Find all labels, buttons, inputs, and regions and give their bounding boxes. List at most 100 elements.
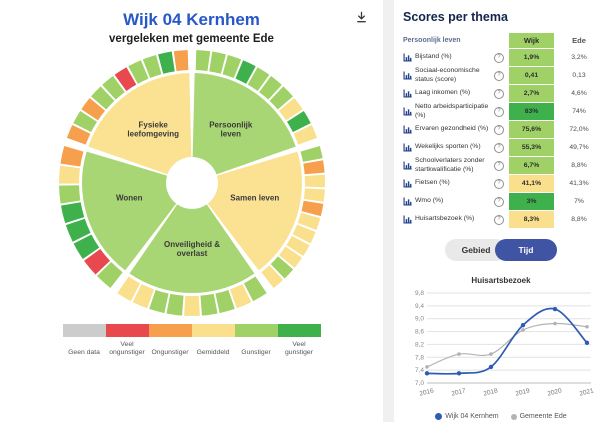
legend-label: Veel ongunstiger <box>109 340 145 356</box>
wijk-value-cell: 55,3% <box>509 139 554 156</box>
wheel-ring-segment[interactable] <box>300 200 323 217</box>
wheel-ring-segment[interactable] <box>300 146 323 162</box>
wheel-ring-segment[interactable] <box>60 202 84 224</box>
tijd-button[interactable]: Tijd <box>495 239 557 261</box>
wheel-ring-segment[interactable] <box>278 98 303 121</box>
wheel-ring-segment[interactable] <box>165 293 184 316</box>
bar-chart-icon <box>403 107 412 116</box>
page-title: Wijk 04 Kernhem <box>123 10 260 29</box>
wheel-ring-segment[interactable] <box>286 110 311 133</box>
x-tick-label: 2018 <box>483 387 499 397</box>
bar-chart-icon <box>403 125 412 134</box>
wheel-ring-segment[interactable] <box>83 249 110 275</box>
wheel-ring-segment[interactable] <box>269 86 293 110</box>
wheel-ring-segment[interactable] <box>222 54 241 79</box>
wheel-ring-segment[interactable] <box>173 50 188 72</box>
gebied-button[interactable]: Gebied <box>445 239 507 261</box>
legend-swatch <box>105 324 149 337</box>
wheel-ring-segment[interactable] <box>80 98 105 121</box>
wheel-ring-segment[interactable] <box>73 234 99 260</box>
theme-header: Persoonlijk leven <box>403 37 461 44</box>
info-icon[interactable]: ? <box>494 70 504 81</box>
indicator-name: Sociaal-economische status (score) <box>415 67 480 83</box>
wijk-value-cell: 0,41 <box>509 67 554 84</box>
wheel-sector-label: Wonen <box>115 193 142 202</box>
wheel-ring-segment[interactable] <box>208 51 226 74</box>
wheel-ring-segment[interactable] <box>258 76 282 100</box>
wheel-ring-segment[interactable] <box>260 265 283 289</box>
wheel-ring-segment[interactable] <box>127 60 149 84</box>
wheel-ring-segment[interactable] <box>297 212 320 231</box>
score-legend: Geen data Veel ongunstiger Ongunstiger Gemi… <box>62 324 321 357</box>
wheel-ring-segment[interactable] <box>292 224 316 244</box>
indicator-label: Laag inkomen (%)? <box>403 85 504 102</box>
wheel-ring-segment[interactable] <box>90 86 114 110</box>
panel-scrollbar[interactable] <box>383 0 394 422</box>
series-name: Gemeente Ede <box>519 413 567 420</box>
wheel-ring-segment[interactable] <box>58 165 80 184</box>
wijk-value-cell: 83% <box>509 103 554 120</box>
wheel-ring-segment[interactable] <box>116 276 140 302</box>
indicator-name: Huisartsbezoek (%) <box>415 215 475 223</box>
wheel-ring-segment[interactable] <box>293 124 317 145</box>
wheel-ring-segment[interactable] <box>278 246 302 268</box>
wheel-ring-segment[interactable] <box>148 289 169 314</box>
wheel-ring-segment[interactable] <box>72 110 97 133</box>
info-icon[interactable]: ? <box>494 124 504 135</box>
wheel-sector-2[interactable] <box>207 151 302 271</box>
wheel-ring-segment[interactable] <box>114 67 136 92</box>
wijk-value-cell: 75,6% <box>509 121 554 138</box>
indicator-label: Netto arbeidsparticipatie (%)? <box>403 103 504 120</box>
wheel-ring-segment[interactable] <box>132 284 154 309</box>
wheel-ring-segment[interactable] <box>303 188 325 202</box>
y-tick-label: 7,0 <box>415 380 424 387</box>
y-tick-label: 8,6 <box>415 329 424 336</box>
wijk-value-cell: 41,1% <box>509 175 554 192</box>
info-icon[interactable]: ? <box>494 196 504 207</box>
legend-label: Geen data <box>68 348 100 356</box>
info-icon[interactable]: ? <box>494 106 504 117</box>
info-icon[interactable]: ? <box>494 160 504 171</box>
wheel-sector-1[interactable] <box>192 73 296 175</box>
wheel-ring-segment[interactable] <box>195 50 210 72</box>
wheel-ring-segment[interactable] <box>234 60 256 84</box>
wheel-ring-segment[interactable] <box>304 174 325 188</box>
x-tick-label: 2021 <box>579 387 595 397</box>
wheel-ring-segment[interactable] <box>65 218 91 242</box>
download-button[interactable] <box>353 9 370 29</box>
wheel-ring-segment[interactable] <box>101 76 125 100</box>
wheel-ring-segment[interactable] <box>243 276 267 302</box>
legend-item: Geen data <box>62 324 106 357</box>
wheel-ring-segment[interactable] <box>199 293 218 316</box>
wheel-ring-segment[interactable] <box>229 284 251 309</box>
info-icon[interactable]: ? <box>494 88 504 99</box>
wheel-ring-segment[interactable] <box>142 54 161 79</box>
info-icon[interactable]: ? <box>494 52 504 63</box>
wheel-ring-segment[interactable] <box>302 160 325 175</box>
wheel-ring-segment[interactable] <box>270 256 293 279</box>
wheel-sector-3[interactable] <box>129 204 254 293</box>
info-icon[interactable]: ? <box>494 142 504 153</box>
wheel-ring-segment[interactable] <box>214 289 235 314</box>
wheel-sector-5[interactable] <box>87 73 191 175</box>
wheel-sector-4[interactable] <box>81 151 176 271</box>
wheel-ring-segment[interactable] <box>96 262 123 289</box>
wheel-ring-segment[interactable] <box>183 295 200 316</box>
wheel-ring-segment[interactable] <box>285 235 310 256</box>
indicator-label: Wekelijks sporten (%)? <box>403 139 504 156</box>
wheel-ring-segment[interactable] <box>66 124 90 145</box>
theme-wheel-chart[interactable]: Persoonlijk leven Samen leven Onveiligheid … <box>24 47 360 319</box>
wheel-ring-segment[interactable] <box>59 146 83 167</box>
wheel-ring-segment[interactable] <box>58 185 80 204</box>
scores-title: Scores per thema <box>403 10 508 24</box>
series-dot-icon <box>435 413 443 420</box>
wheel-ring-segment[interactable] <box>247 67 269 92</box>
legend-swatch <box>148 324 192 337</box>
wheel-ring-segment[interactable] <box>157 51 175 74</box>
info-icon[interactable]: ? <box>494 214 504 225</box>
y-tick-label: 9,0 <box>415 316 424 323</box>
info-icon[interactable]: ? <box>494 178 504 189</box>
legend-item: Veel gunstiger <box>277 324 321 357</box>
legend-item: Gunstiger <box>234 324 278 357</box>
